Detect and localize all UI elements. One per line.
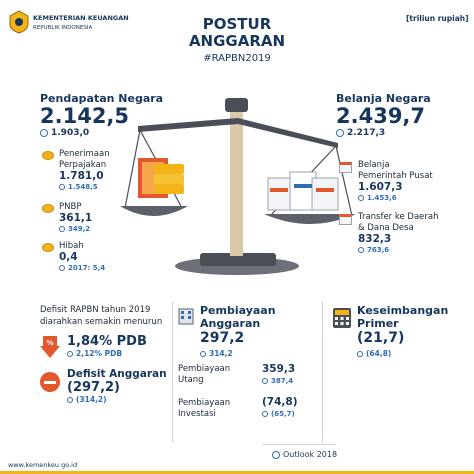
unit-label: [triliun rupiah] xyxy=(406,14,469,23)
percent-down-icon: % xyxy=(40,336,60,358)
balance-scale-illustration xyxy=(120,88,356,278)
outlook-marker-icon xyxy=(40,128,48,137)
outlook-marker-icon xyxy=(200,351,206,357)
investasi-value: (74,8) xyxy=(262,396,298,408)
outlook-marker-icon xyxy=(358,247,364,253)
footer-bar xyxy=(0,471,474,474)
pusat-label-line2: Pemerintah Pusat xyxy=(358,171,433,181)
pnbp-value: 361,1 xyxy=(59,212,93,224)
pendapatan-title: Pendapatan Negara xyxy=(40,92,164,105)
pembiayaan-title-line1: Pembiayaan xyxy=(200,304,276,317)
utang-label-line2: Utang xyxy=(178,375,204,385)
page-title-line1: POSTUR xyxy=(202,15,272,33)
utang-label-line1: Pembiayaan xyxy=(178,364,231,374)
pendapatan-outlook: 1.903,0 xyxy=(51,128,90,138)
hibah-label: Hibah xyxy=(59,241,84,251)
outlook-marker-icon xyxy=(262,378,268,384)
pajak-outlook: 1.548,5 xyxy=(68,183,98,191)
outlook-legend-icon xyxy=(272,450,280,459)
outlook-marker-icon xyxy=(67,397,73,403)
ministry-logo xyxy=(8,10,30,34)
pembiayaan-title-line2: Anggaran xyxy=(200,317,261,330)
pajak-value: 1.781,0 xyxy=(59,170,104,182)
outlook-marker-icon xyxy=(262,411,268,417)
defisit-anggaran-title: Defisit Anggaran xyxy=(67,368,167,380)
tkdd-label-line1: Transfer ke Daerah xyxy=(358,212,439,222)
document-icon xyxy=(339,214,352,225)
divider xyxy=(322,302,323,442)
outlook-marker-icon xyxy=(336,128,344,137)
page-title-line2: ANGGARAN xyxy=(188,32,286,50)
utang-value: 359,3 xyxy=(262,363,296,375)
pembiayaan-outlook: 314,2 xyxy=(209,349,233,358)
defisit-pdb-outlook: 2,12% PDB xyxy=(76,349,123,358)
pajak-label-line1: Penerimaan xyxy=(59,149,110,159)
pendapatan-value: 2.142,5 xyxy=(40,104,130,128)
outlook-marker-icon xyxy=(67,351,73,357)
defisit-pdb-value: 1,84% PDB xyxy=(67,334,147,349)
outlook-marker-icon xyxy=(59,265,65,271)
coin-icon xyxy=(42,243,54,252)
keseimbangan-outlook: (64,8) xyxy=(366,349,392,358)
minus-icon xyxy=(40,372,60,392)
utang-outlook: 387,4 xyxy=(271,377,294,385)
outlook-marker-icon xyxy=(357,351,363,357)
keseimbangan-title-line1: Keseimbangan xyxy=(357,304,449,317)
belanja-value: 2.439,7 xyxy=(336,104,426,128)
belanja-title: Belanja Negara xyxy=(336,92,431,105)
divider xyxy=(172,302,173,442)
outlook-marker-icon xyxy=(358,195,364,201)
coin-icon xyxy=(42,204,54,213)
pusat-value: 1.607,3 xyxy=(358,181,403,193)
investasi-label-line1: Pembiayaan xyxy=(178,398,231,408)
defisit-intro-line1: Defisit RAPBN tahun 2019 xyxy=(40,305,151,315)
belanja-outlook: 2.217,3 xyxy=(347,128,386,138)
tkdd-outlook: 763,6 xyxy=(367,246,390,254)
outlook-marker-icon xyxy=(59,226,65,232)
document-icon xyxy=(339,162,352,173)
ministry-name: KEMENTERIAN KEUANGAN xyxy=(33,14,129,22)
building-icon xyxy=(178,307,194,325)
investasi-label-line2: Investasi xyxy=(178,409,216,419)
outlook-legend-label: Outlook 2018 xyxy=(283,450,338,459)
defisit-anggaran-outlook: (314,2) xyxy=(76,395,107,404)
ministry-subname: REPUBLIK INDONESIA xyxy=(33,25,93,31)
investasi-outlook: (65,7) xyxy=(271,410,295,418)
tkdd-value: 832,3 xyxy=(358,233,392,245)
footer-rule xyxy=(262,444,336,445)
pajak-label-line2: Perpajakan xyxy=(59,160,107,170)
defisit-intro-line2: diarahkan semakin menurun xyxy=(40,317,163,327)
svg-text:%: % xyxy=(46,339,53,347)
pusat-label-line1: Belanja xyxy=(358,160,390,170)
pnbp-label: PNBP xyxy=(59,202,82,212)
keseimbangan-title-line2: Primer xyxy=(357,317,399,330)
keseimbangan-value: (21,7) xyxy=(357,330,405,346)
tkdd-label-line2: & Dana Desa xyxy=(358,223,414,233)
page-hashtag: #RAPBN2019 xyxy=(203,53,271,64)
pusat-outlook: 1.453,6 xyxy=(367,194,397,202)
coin-icon xyxy=(42,151,54,160)
footer-website[interactable]: www.kemenkeu.go.id xyxy=(8,461,78,469)
defisit-anggaran-value: (297,2) xyxy=(67,380,121,395)
hibah-outlook: 2017: 5,4 xyxy=(68,264,106,272)
pembiayaan-value: 297,2 xyxy=(200,330,245,346)
calculator-icon xyxy=(332,307,352,329)
hibah-value: 0,4 xyxy=(59,251,78,263)
outlook-marker-icon xyxy=(59,184,65,190)
pnbp-outlook: 349,2 xyxy=(68,225,91,233)
